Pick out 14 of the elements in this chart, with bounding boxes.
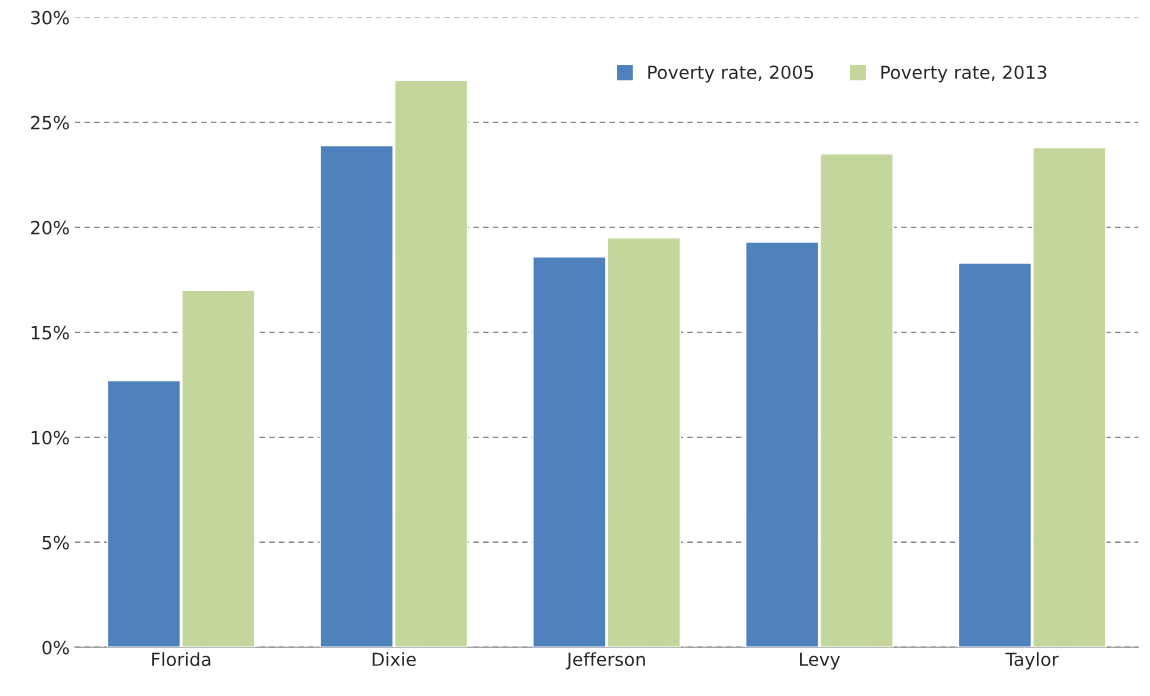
x-tick-label: Florida bbox=[152, 652, 211, 667]
y-tick-label: 15% bbox=[31, 325, 69, 340]
y-tick-label: 30% bbox=[31, 10, 69, 25]
y-tick-label: 5% bbox=[42, 535, 69, 550]
x-tick-label: Levy bbox=[800, 652, 840, 670]
x-tick-label: Jefferson bbox=[565, 652, 645, 670]
x-tick-label: Dixie bbox=[372, 652, 416, 667]
legend-label: Poverty rate, 2013 bbox=[881, 65, 1047, 83]
x-tick-label: Taylor bbox=[1005, 652, 1059, 670]
y-tick-label: 20% bbox=[31, 220, 69, 235]
y-tick-label: 0% bbox=[42, 640, 69, 655]
y-tick-label: 25% bbox=[31, 115, 69, 130]
legend-label: Poverty rate, 2005 bbox=[648, 65, 814, 83]
y-tick-label: 10% bbox=[31, 430, 69, 445]
